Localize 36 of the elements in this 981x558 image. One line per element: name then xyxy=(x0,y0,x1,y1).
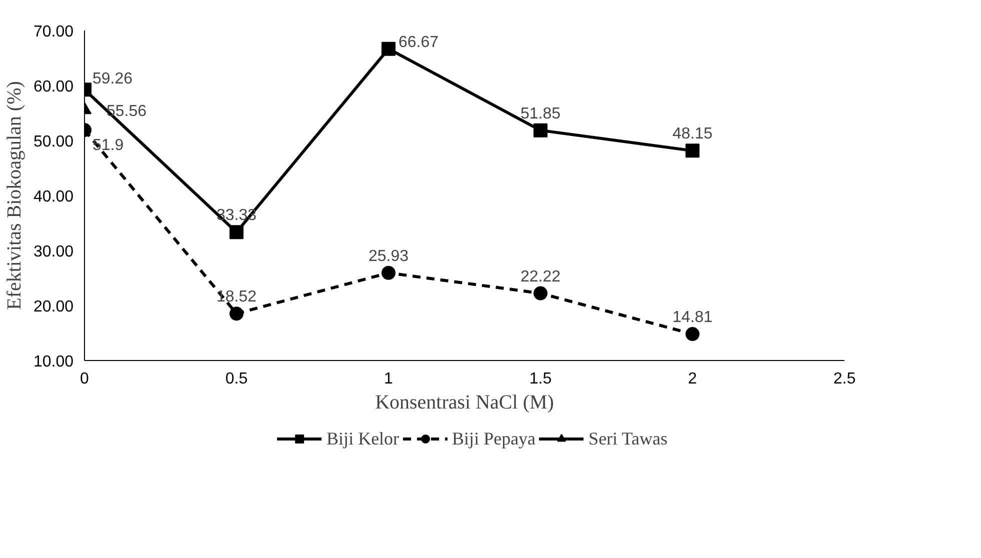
y-axis-title: Efektivitas Biokoagulan (%) xyxy=(3,81,26,310)
data-label: 51.9 xyxy=(92,137,124,154)
y-tick-label: 40.00 xyxy=(33,188,74,206)
x-tick-label: 0 xyxy=(80,370,90,388)
data-label: 51.85 xyxy=(520,105,561,122)
x-tick-label: 0.5 xyxy=(225,370,248,388)
data-label: 59.26 xyxy=(92,70,133,88)
data-label: 55.56 xyxy=(106,102,147,120)
point xyxy=(230,306,244,321)
y-tick-label: 70.00 xyxy=(33,24,74,40)
x-tick-label: 2.5 xyxy=(833,370,856,388)
x-axis-title: Konsentrasi NaCl (M) xyxy=(375,392,554,414)
data-label: 66.67 xyxy=(398,34,439,51)
point xyxy=(382,42,396,56)
point xyxy=(382,266,396,280)
data-label: 25.93 xyxy=(368,248,409,265)
point xyxy=(686,144,700,158)
data-label: 14.81 xyxy=(672,309,713,326)
y-tick-label: 10.00 xyxy=(33,354,74,370)
x-tick-label: 1 xyxy=(384,370,394,388)
y-tick-label: 60.00 xyxy=(33,78,74,96)
point xyxy=(534,123,548,138)
legend-label: Biji Kelor xyxy=(326,428,400,449)
point xyxy=(230,225,244,240)
y-tick-label: 30.00 xyxy=(33,244,74,260)
data-label: 18.52 xyxy=(216,288,257,306)
x-tick-label: 2 xyxy=(688,370,698,388)
point xyxy=(534,286,548,300)
data-label: 22.22 xyxy=(520,268,561,286)
legend-label: Biji Pepaya xyxy=(452,428,536,449)
legend-label: Seri Tawas xyxy=(588,428,668,449)
y-tick-label: 50.00 xyxy=(33,134,74,150)
data-label: 48.15 xyxy=(672,126,713,143)
x-tick-label: 1.5 xyxy=(529,370,552,388)
point xyxy=(686,327,700,342)
y-tick-label: 20.00 xyxy=(33,298,74,316)
